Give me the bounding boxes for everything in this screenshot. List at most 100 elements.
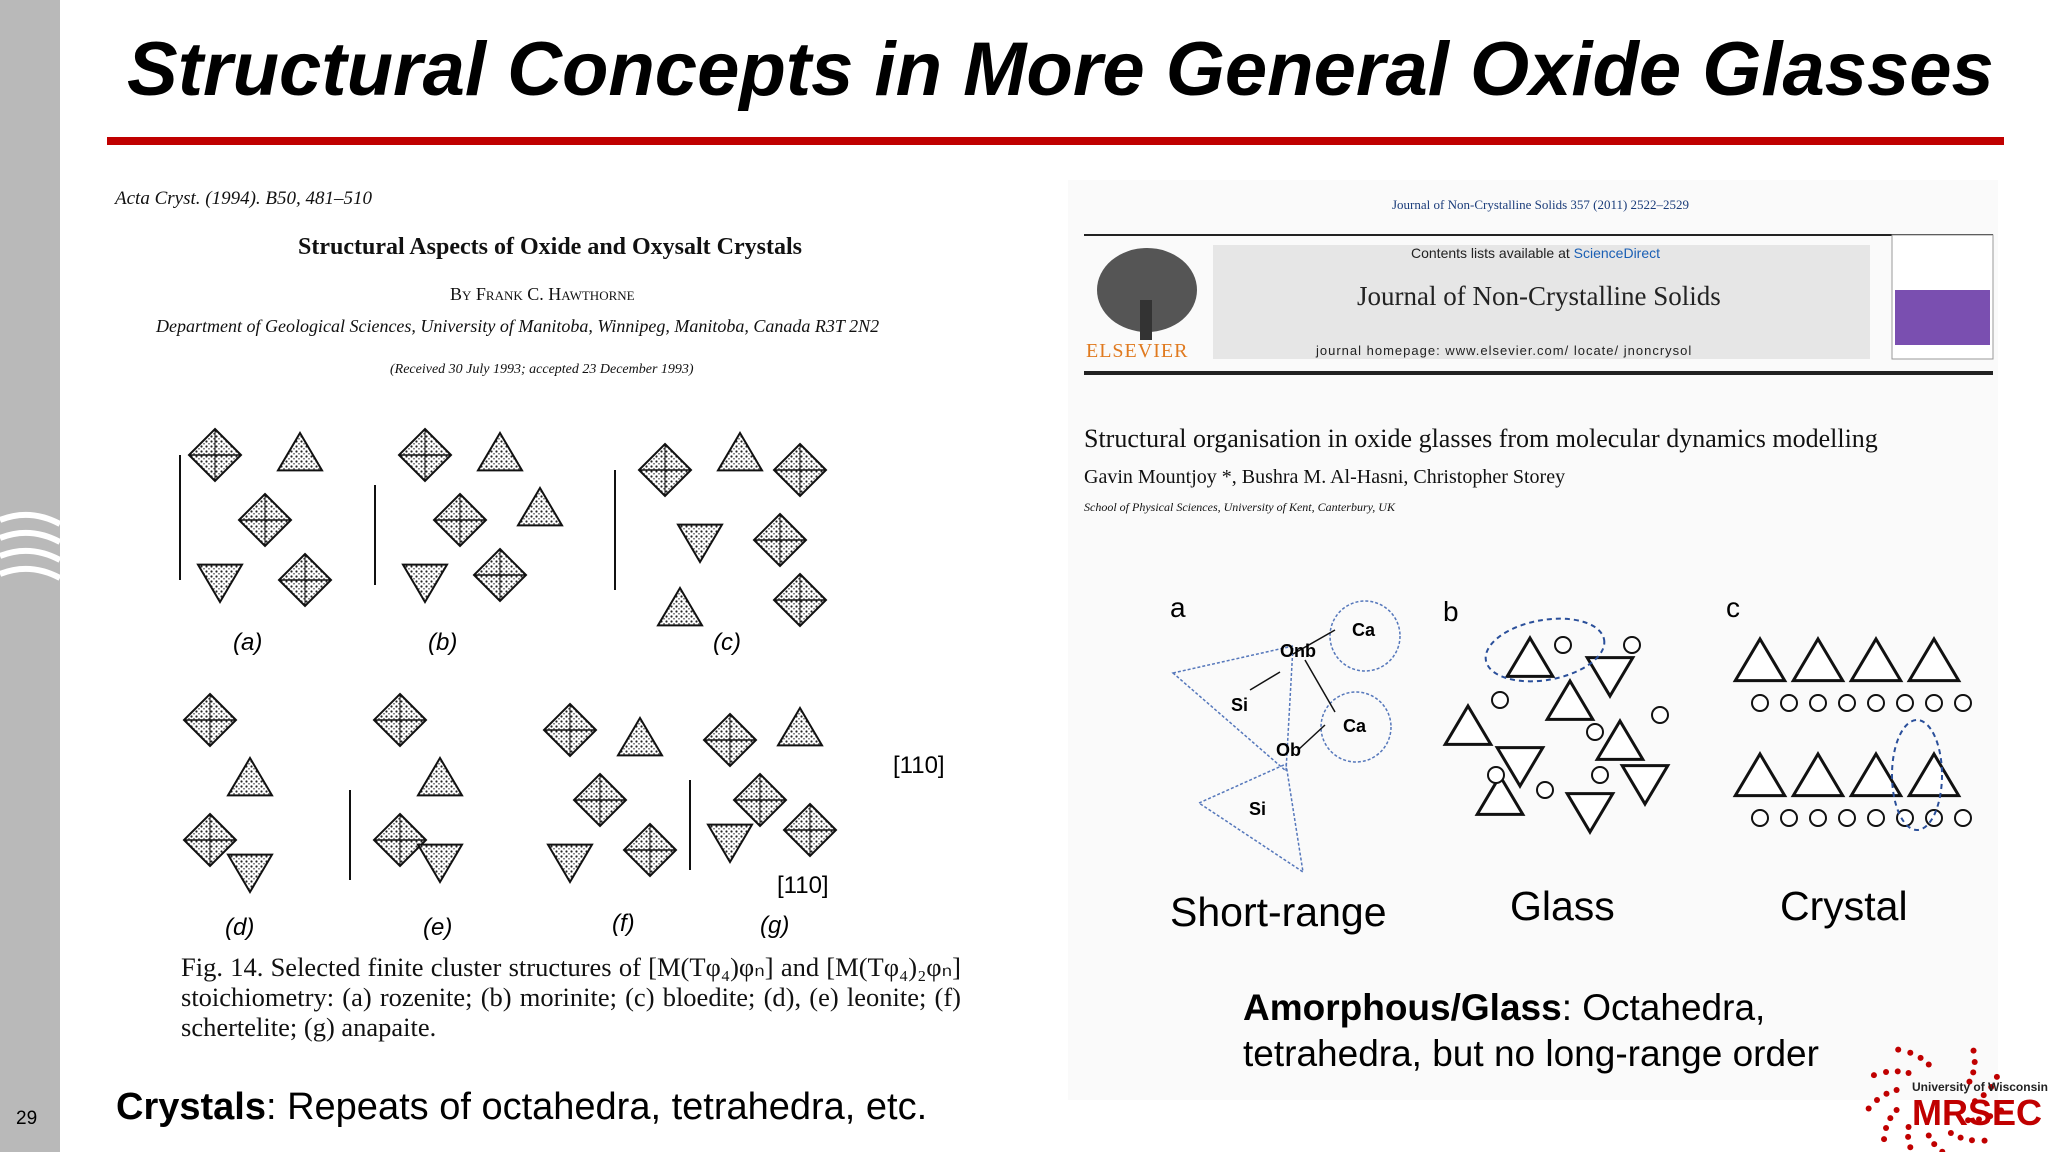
tetrahedron xyxy=(1906,751,1962,798)
logo-dot xyxy=(1925,1061,1932,1068)
logo-dot xyxy=(1981,1137,1988,1144)
journal-banner xyxy=(1213,245,1870,359)
oxygen xyxy=(1651,706,1669,724)
oxygen xyxy=(1867,809,1885,827)
citation: Acta Cryst. (1994). B50, 481–510 xyxy=(115,188,373,209)
logo-line1: University of Wisconsin xyxy=(1912,1080,2048,1094)
oxygen xyxy=(1780,809,1798,827)
logo-dot xyxy=(1893,1107,1900,1114)
right-note-text: : Octahedra, tetrahedra, but no long-ran… xyxy=(1243,987,1819,1074)
oxygen xyxy=(1491,691,1509,709)
paper-author: By Frank C. Hawthorne xyxy=(450,284,635,304)
diagram-caption: Short-range xyxy=(1170,889,1387,935)
logo-dot xyxy=(1957,1134,1964,1141)
logo-dot xyxy=(1917,1054,1924,1061)
logo-dot xyxy=(1894,1068,1901,1075)
logo-dot xyxy=(1883,1069,1890,1076)
tetrahedron xyxy=(416,843,464,884)
tetrahedron xyxy=(1442,703,1494,746)
logo-dot xyxy=(1968,1137,1975,1144)
oxygen xyxy=(1751,694,1769,712)
panel-label: (b) xyxy=(428,629,458,656)
tetrahedron xyxy=(1848,751,1904,798)
tetrahedron xyxy=(716,431,764,472)
logo-dot xyxy=(1998,1107,2005,1114)
slide-number: 29 xyxy=(16,1108,38,1129)
oxygen xyxy=(1809,809,1827,827)
oxygen xyxy=(1925,809,1943,827)
tetrahedron xyxy=(416,756,464,797)
logo-dot xyxy=(1988,1084,1995,1091)
si-tetrahedron xyxy=(1197,762,1305,874)
left-note-text: : Repeats of octahedra, tetrahedra, etc. xyxy=(265,1086,928,1128)
diagram-letter: b xyxy=(1443,596,1459,627)
panel-label: (a) xyxy=(233,629,263,656)
oxygen xyxy=(1487,766,1505,784)
oxygen xyxy=(1591,766,1609,784)
tetrahedron xyxy=(1732,751,1788,798)
tetrahedron xyxy=(1906,636,1962,683)
panel-label: (g) xyxy=(760,912,790,939)
logo-dots xyxy=(1865,1046,2005,1152)
tetrahedron xyxy=(1564,792,1616,835)
tetrahedron xyxy=(1790,751,1846,798)
tetrahedron xyxy=(706,823,754,864)
crystal-figure xyxy=(179,427,838,894)
atom-label: Ca xyxy=(1343,716,1367,736)
tetrahedron xyxy=(276,431,324,472)
atom-label: Ob xyxy=(1276,740,1301,760)
tetrahedron xyxy=(226,853,274,894)
publisher: ELSEVIER xyxy=(1086,340,1189,362)
logo-dot xyxy=(1970,1069,1977,1076)
diagram-letter: c xyxy=(1726,592,1740,623)
tetrahedron xyxy=(1848,636,1904,683)
paper-affiliation: Department of Geological Sciences, Unive… xyxy=(156,316,880,336)
logo-dot xyxy=(1887,1115,1894,1122)
contents-text: Contents lists available at xyxy=(1411,245,1570,261)
oxygen xyxy=(1838,694,1856,712)
tetrahedron xyxy=(656,586,704,627)
journal-line: Journal of Non-Crystalline Solids 357 (2… xyxy=(1392,197,1690,212)
oxygen xyxy=(1925,694,1943,712)
logo-dot xyxy=(1883,1090,1890,1097)
oxygen xyxy=(1896,694,1914,712)
tetrahedron xyxy=(1474,773,1526,816)
direction-label: [110] xyxy=(777,872,829,899)
tetrahedron xyxy=(476,431,524,472)
tetrahedron xyxy=(546,843,594,884)
logo-dot xyxy=(1931,1141,1938,1148)
tetrahedron xyxy=(1584,656,1636,699)
tetrahedron xyxy=(776,706,824,747)
logo-dot xyxy=(1947,1130,1954,1137)
oxygen xyxy=(1838,809,1856,827)
journal-cover-image xyxy=(1895,290,1990,345)
right-note: Amorphous/Glass: Octahedra, tetrahedra, … xyxy=(1243,985,1883,1077)
bond xyxy=(1297,724,1326,751)
oxygen xyxy=(1809,694,1827,712)
logo-line2: MRSEC xyxy=(1912,1092,2043,1133)
logo-dot xyxy=(1970,1047,1977,1054)
logo-dot xyxy=(1893,1086,1900,1093)
tetrahedron xyxy=(616,716,664,757)
atom-label: Ca xyxy=(1352,620,1376,640)
logo-dot xyxy=(1907,1049,1914,1056)
tetrahedron xyxy=(226,756,274,797)
oxygen xyxy=(1586,723,1604,741)
oxygen xyxy=(1623,636,1641,654)
tetrahedron xyxy=(196,563,244,604)
panel-label: (c) xyxy=(713,629,741,656)
tetrahedron xyxy=(1790,636,1846,683)
logo-dot xyxy=(1895,1046,1902,1053)
direction-label: [110] xyxy=(893,752,945,779)
atom-label: Onb xyxy=(1280,641,1316,661)
logo-dot xyxy=(1980,1092,1987,1099)
oxygen xyxy=(1554,636,1572,654)
oxygen xyxy=(1867,694,1885,712)
paper-title: Structural Aspects of Oxide and Oxysalt … xyxy=(298,234,802,260)
diagram-caption: Crystal xyxy=(1780,883,1908,929)
logo-dot xyxy=(1883,1124,1890,1131)
ca-site xyxy=(1329,600,1401,672)
